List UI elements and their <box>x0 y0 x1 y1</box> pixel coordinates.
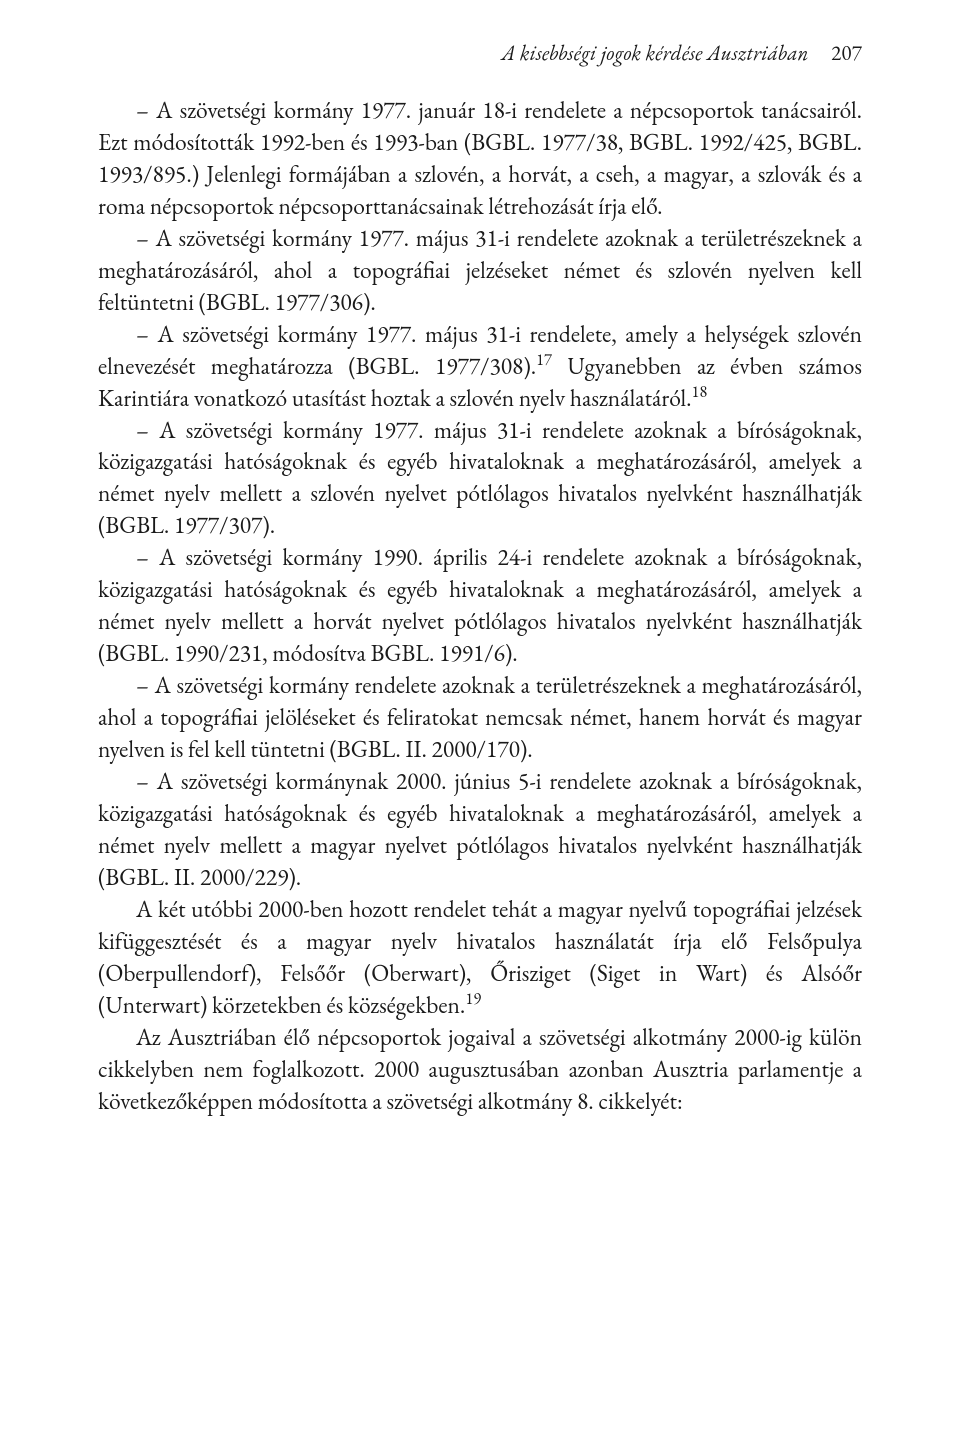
running-head: A kisebbségi jogok kérdése Ausztriában 2… <box>98 40 862 67</box>
paragraph: – A szövetségi kormány rendelete azoknak… <box>98 670 862 766</box>
footnote-ref: 17 <box>536 348 552 370</box>
paragraph: – A szövetségi kormány 1977. május 31-i … <box>98 415 862 543</box>
page: A kisebbségi jogok kérdése Ausztriában 2… <box>0 0 960 1434</box>
paragraph: – A szövetségi kormány 1977. január 18-i… <box>98 95 862 223</box>
paragraph: A két utóbbi 2000-ben hozott rendelet te… <box>98 894 862 1022</box>
running-title: A kisebbségi jogok kérdése Ausztriában <box>501 40 808 67</box>
paragraph: Az Ausztriában élő népcsoportok jogaival… <box>98 1022 862 1118</box>
paragraph: – A szövetségi kormány 1990. április 24-… <box>98 542 862 670</box>
paragraph: – A szövetségi kormány 1977. május 31-i … <box>98 223 862 319</box>
paragraph: – A szövetségi kormánynak 2000. június 5… <box>98 766 862 894</box>
footnote-ref: 18 <box>692 380 708 402</box>
body-text: – A szövetségi kormány 1977. január 18-i… <box>98 95 862 1118</box>
footnote-ref: 19 <box>465 987 481 1009</box>
paragraph: – A szövetségi kormány 1977. május 31-i … <box>98 319 862 415</box>
page-number: 207 <box>831 40 862 67</box>
